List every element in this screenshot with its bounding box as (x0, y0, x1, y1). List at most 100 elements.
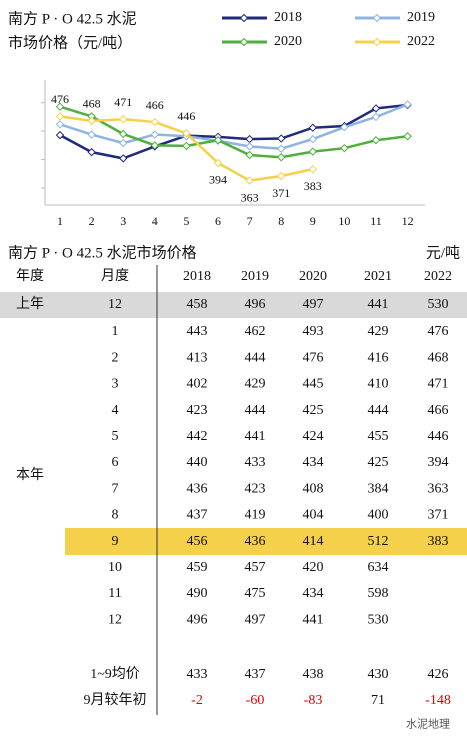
marker (276, 134, 286, 143)
data-label: 383 (304, 179, 322, 193)
cell: 419 (245, 508, 266, 523)
marker (150, 117, 160, 127)
cell: 441 (368, 297, 389, 312)
x-tick-label: 11 (370, 214, 382, 228)
cell: 512 (368, 534, 389, 549)
cell: 408 (303, 481, 324, 496)
data-label: 476 (51, 92, 69, 106)
legend-label: 2020 (274, 34, 302, 49)
prev-label: 上年 (16, 296, 44, 312)
header: 2020 (299, 269, 327, 284)
marker (308, 123, 318, 132)
cell: 9 (112, 534, 119, 549)
cell: 437 (245, 667, 266, 682)
cell: 402 (187, 377, 208, 392)
cell: 455 (368, 429, 389, 444)
cell: 441 (245, 429, 266, 444)
x-tick-label: 5 (183, 214, 189, 228)
marker (118, 129, 128, 139)
cell: 496 (187, 612, 208, 627)
marker (87, 130, 96, 139)
x-tick-label: 4 (152, 214, 158, 228)
cell: 12 (108, 297, 122, 312)
marker (371, 112, 381, 122)
cell: 634 (368, 560, 389, 575)
cell: 6 (112, 455, 119, 470)
x-tick-label: 2 (89, 214, 95, 228)
cell: 426 (428, 667, 449, 682)
data-label: 363 (241, 190, 259, 204)
cell: 440 (187, 455, 208, 470)
marker (87, 116, 96, 126)
data-label: 468 (83, 97, 101, 111)
summary-label: 1~9均价 (90, 666, 140, 682)
data-label: 446 (177, 109, 195, 123)
cell: 71 (371, 693, 385, 708)
cell: 436 (187, 481, 208, 496)
cell: 404 (303, 508, 324, 523)
marker (55, 112, 65, 121)
marker (371, 104, 381, 113)
marker (213, 136, 223, 145)
data-label: 466 (146, 98, 164, 112)
x-tick-label: 12 (402, 214, 414, 228)
marker (276, 171, 286, 181)
marker (118, 138, 128, 148)
cell: 490 (187, 586, 208, 601)
cell: 457 (245, 560, 266, 575)
data-label: 471 (114, 95, 132, 109)
cell: 429 (245, 377, 266, 392)
cell: 444 (245, 350, 266, 365)
cell: 441 (303, 612, 324, 627)
chart-title: 市场价格（元/吨） (8, 34, 132, 51)
marker (308, 147, 318, 156)
marker (150, 130, 160, 139)
marker (182, 129, 191, 138)
x-tick-label: 3 (120, 214, 126, 228)
header: 2018 (183, 269, 211, 284)
legend-marker (239, 13, 249, 23)
cell: 414 (303, 534, 324, 549)
cell: 459 (187, 560, 208, 575)
legend-label: 2018 (274, 10, 302, 25)
cell: 476 (428, 324, 449, 339)
cell: 363 (428, 481, 449, 496)
cell: 413 (187, 350, 208, 365)
cell: 434 (303, 455, 324, 470)
legend-marker (239, 37, 249, 47)
cell: 429 (368, 324, 389, 339)
cell: 12 (108, 612, 122, 627)
cell: 598 (368, 586, 389, 601)
cell: 437 (187, 508, 208, 523)
x-tick-label: 9 (310, 214, 316, 228)
marker (245, 142, 254, 151)
current-label: 本年 (16, 467, 44, 483)
cell: 446 (428, 429, 449, 444)
cell: 476 (303, 350, 324, 365)
cell: 458 (187, 297, 208, 312)
prev-row-band (0, 292, 467, 318)
x-tick-label: 7 (247, 214, 253, 228)
marker (55, 120, 65, 129)
cell: 394 (428, 455, 449, 470)
summary-label: 9月较年初 (84, 691, 147, 708)
cell: 423 (187, 403, 208, 418)
marker (245, 150, 254, 160)
marker (87, 147, 96, 157)
marker (213, 158, 223, 168)
marker (340, 122, 349, 132)
cell: 416 (368, 350, 389, 365)
header: 年度 (16, 268, 44, 284)
highlight-band (65, 528, 467, 555)
marker (276, 144, 286, 153)
cell: -60 (246, 693, 265, 708)
cell: 410 (368, 377, 389, 392)
table-unit: 元/吨 (426, 244, 460, 261)
legend-marker (372, 37, 382, 47)
cell: 496 (245, 297, 266, 312)
cell: -148 (425, 693, 451, 708)
marker (245, 176, 254, 185)
cell: 383 (428, 534, 449, 549)
cell: 471 (428, 377, 449, 392)
